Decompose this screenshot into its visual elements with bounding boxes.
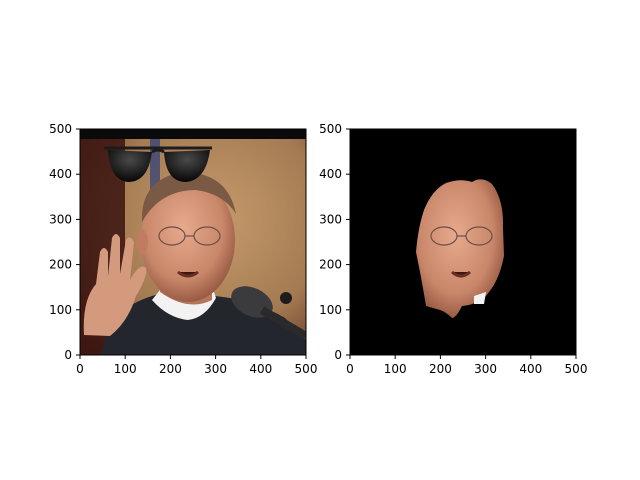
right-image-panel [350,129,576,355]
x-tick-label: 0 [346,362,354,376]
x-tick-label: 200 [159,362,182,376]
face-cutout-mouth [452,272,470,276]
y-tick-label: 500 [319,122,342,136]
y-tick-label: 100 [49,303,72,317]
y-tick-label: 0 [334,348,342,362]
mouth [178,272,198,276]
photo-top-border [80,129,306,139]
left-image-panel [80,129,306,355]
x-tick-label: 100 [114,362,137,376]
y-tick-label: 200 [319,258,342,272]
x-tick-label: 500 [295,362,318,376]
x-tick-label: 300 [204,362,227,376]
y-tick-label: 300 [319,212,342,226]
y-tick-label: 200 [49,258,72,272]
x-tick-label: 100 [384,362,407,376]
microphone-small [280,292,292,304]
x-tick-label: 200 [429,362,452,376]
x-tick-label: 300 [474,362,497,376]
y-tick-label: 400 [319,167,342,181]
y-tick-label: 0 [64,348,72,362]
x-tick-label: 500 [565,362,588,376]
ear-left [136,230,148,254]
x-tick-label: 0 [76,362,84,376]
x-tick-label: 400 [249,362,272,376]
y-tick-label: 300 [49,212,72,226]
y-tick-label: 500 [49,122,72,136]
y-tick-label: 100 [319,303,342,317]
y-tick-label: 400 [49,167,72,181]
x-tick-label: 400 [519,362,542,376]
